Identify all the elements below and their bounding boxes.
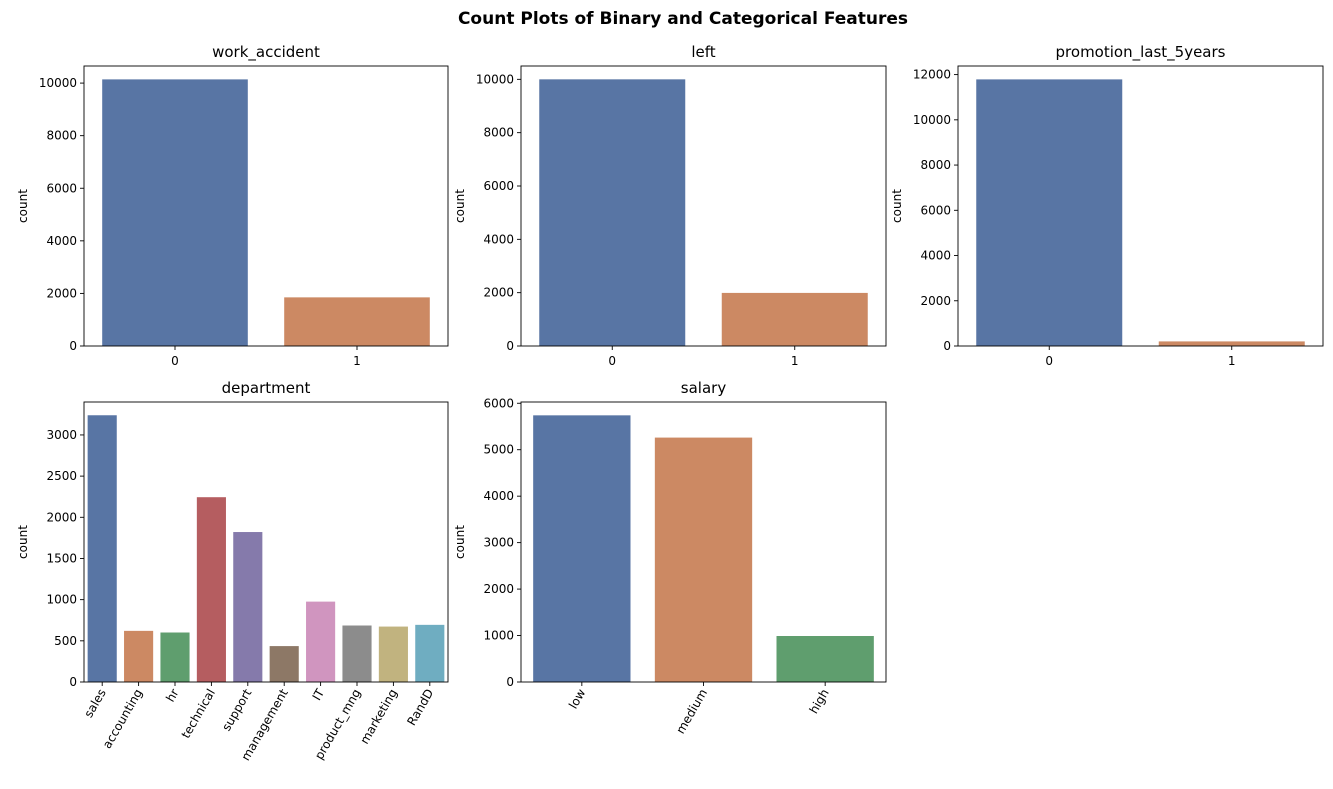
chart-2-xtick-label: 1 (1228, 354, 1236, 368)
chart-3-ytick-label: 2500 (46, 469, 77, 483)
chart-0-ytick-label: 2000 (46, 286, 77, 300)
chart-1-title: left (691, 43, 715, 61)
chart-4-xtick-label: high (807, 687, 832, 717)
chart-0-axes-frame (83, 65, 449, 347)
chart-3-bar-technical (196, 497, 226, 682)
chart-1-bar-1 (721, 292, 868, 346)
chart-3-ytick-label: 500 (54, 634, 77, 648)
chart-0-ytick-label: 8000 (46, 129, 77, 143)
chart-2-ytick-label: 0 (943, 339, 951, 353)
chart-3-ylabel: count (16, 525, 30, 559)
chart-4-ytick-label: 3000 (483, 536, 514, 550)
chart-3-ytick-label: 3000 (46, 428, 77, 442)
chart-4-ylabel: count (453, 525, 467, 559)
chart-3-bar-support (233, 532, 263, 682)
chart-4-xtick-label: low (566, 686, 588, 711)
chart-2-ylabel: count (890, 189, 904, 223)
chart-3-xtick-label: marketing (357, 687, 400, 747)
chart-1-xtick-label: 0 (608, 354, 616, 368)
chart-3-ytick-label: 0 (69, 675, 77, 689)
chart-0-ytick-label: 10000 (39, 76, 77, 90)
chart-0-ytick-label: 4000 (46, 234, 77, 248)
chart-4-ytick-label: 2000 (483, 582, 514, 596)
chart-1-xtick-label: 1 (791, 354, 799, 368)
chart-2-ytick-label: 10000 (913, 113, 951, 127)
chart-1-ytick-label: 4000 (483, 232, 514, 246)
chart-0-title: work_accident (212, 43, 320, 62)
chart-1-ytick-label: 8000 (483, 126, 514, 140)
chart-2-xtick-label: 0 (1045, 354, 1053, 368)
chart-4-panel: 0 1000 2000 3000 4000 5000 6000 low medium high sa… (453, 379, 887, 737)
chart-4-ytick-label: 4000 (483, 489, 514, 503)
chart-1-ytick-label: 10000 (476, 72, 514, 86)
chart-0-bar-1 (284, 297, 430, 346)
chart-3-bar-product_mng (342, 625, 372, 682)
figure-suptitle: Count Plots of Binary and Categorical Fe… (458, 9, 908, 29)
chart-2-ytick-label: 8000 (920, 158, 951, 172)
chart-4-bar-medium (654, 437, 753, 682)
chart-1-bar-0 (539, 79, 686, 346)
chart-3-bar-hr (160, 632, 190, 682)
chart-4-title: salary (681, 379, 727, 397)
chart-2-bar-1 (1158, 341, 1305, 346)
chart-3-bar-accounting (124, 630, 154, 682)
chart-4-bar-high (776, 636, 874, 682)
chart-0-ytick-label: 6000 (46, 181, 77, 195)
chart-4-ytick-label: 5000 (483, 443, 514, 457)
chart-2-ytick-label: 4000 (920, 249, 951, 263)
chart-1-ytick-label: 6000 (483, 179, 514, 193)
chart-0-xtick-label: 0 (171, 354, 179, 368)
chart-0-bar-0 (102, 79, 248, 347)
chart-0-ylabel: count (16, 189, 30, 223)
chart-3-title: department (222, 379, 311, 397)
chart-1-panel: 0 2000 4000 6000 8000 10000 0 1 left count (453, 43, 887, 368)
chart-0-xtick-label: 1 (353, 354, 361, 368)
chart-3-xtick-label: technical (179, 687, 218, 741)
chart-2-title: promotion_last_5years (1056, 43, 1226, 62)
chart-2-ytick-label: 12000 (913, 68, 951, 82)
chart-1-axes-frame (520, 65, 887, 347)
chart-0-panel: 0 2000 4000 6000 8000 10000 0 1 work_accidentcou… (16, 43, 449, 368)
chart-3-xtick-label: sales (81, 687, 108, 720)
chart-4-bar-low (533, 415, 631, 682)
chart-3-xtick-label: RandD (404, 687, 436, 729)
chart-1-ylabel: count (453, 189, 467, 223)
chart-3-ytick-label: 1000 (46, 593, 77, 607)
chart-3-bar-IT (306, 601, 336, 682)
chart-1-ytick-label: 0 (506, 339, 514, 353)
chart-2-axes-frame (957, 65, 1324, 347)
chart-4-ytick-label: 0 (506, 675, 514, 689)
chart-2-ytick-label: 6000 (920, 203, 951, 217)
chart-3-ytick-label: 2000 (46, 510, 77, 524)
chart-3-axes-frame (83, 401, 449, 683)
chart-3-xtick-label: IT (310, 686, 328, 703)
chart-0-ytick-label: 0 (69, 339, 77, 353)
chart-3-bar-sales (87, 415, 117, 682)
chart-2-ytick-label: 2000 (920, 294, 951, 308)
chart-3-xtick-label: support (219, 686, 254, 733)
chart-1-ytick-label: 2000 (483, 286, 514, 300)
chart-3-bar-marketing (378, 626, 408, 682)
chart-3-bar-RandD (415, 624, 445, 682)
chart-2-panel: 0 2000 4000 6000 8000 10000 12000 0 1 promotion_l… (890, 43, 1324, 368)
chart-4-ytick-label: 1000 (483, 629, 514, 643)
chart-2-bar-0 (976, 79, 1123, 346)
chart-3-bar-management (269, 646, 299, 682)
chart-4-ytick-label: 6000 (483, 396, 514, 410)
chart-3-xtick-label: hr (163, 686, 181, 704)
chart-4-xtick-label: medium (673, 687, 710, 737)
chart-3-ytick-label: 1500 (46, 551, 77, 565)
